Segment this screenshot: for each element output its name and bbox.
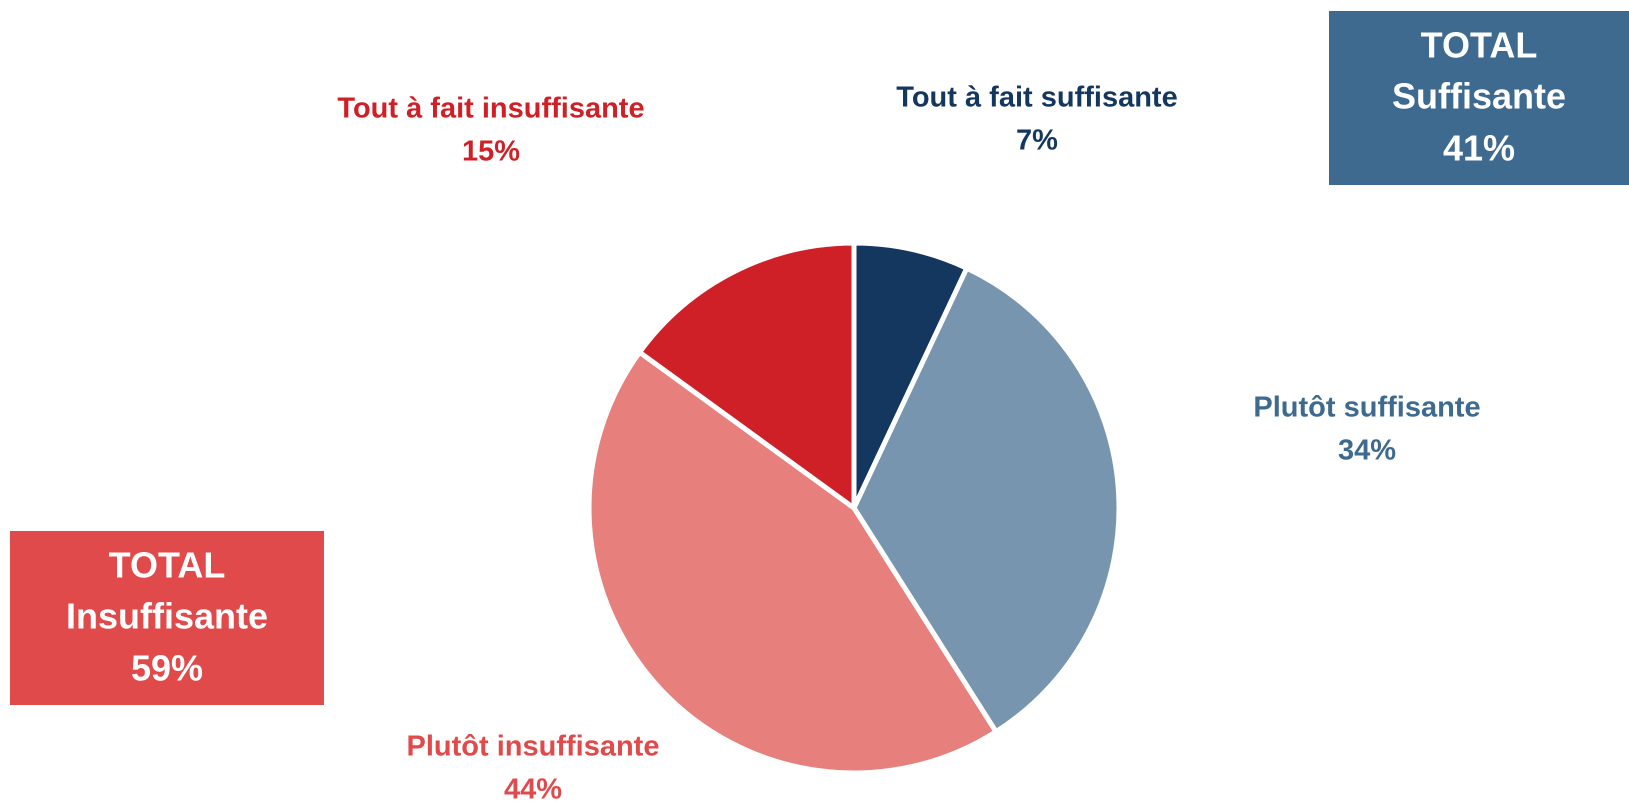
total-value-label: 41% [1443, 128, 1515, 169]
total-title: TOTAL [1421, 25, 1538, 66]
total-value-label: 59% [131, 648, 203, 689]
pie-slice [851, 264, 1122, 736]
pie-slice [586, 348, 1000, 776]
slice-label: Tout à fait suffisante [896, 82, 1177, 114]
total-label: Suffisante [1392, 76, 1566, 117]
pie-slice [636, 240, 857, 513]
slice-value-label: 44% [504, 774, 562, 803]
slice-label: Plutôt insuffisante [407, 731, 660, 763]
slice-value-label: 15% [462, 136, 520, 168]
total-label: Insuffisante [66, 596, 268, 637]
slice-value-label: 7% [1016, 125, 1058, 157]
slice-value-label: 34% [1338, 435, 1396, 467]
slice-label: Tout à fait insuffisante [337, 93, 644, 125]
total-title: TOTAL [109, 545, 226, 586]
total-box [1329, 11, 1629, 185]
total-box [10, 531, 324, 705]
slice-label: Plutôt suffisante [1253, 392, 1480, 424]
